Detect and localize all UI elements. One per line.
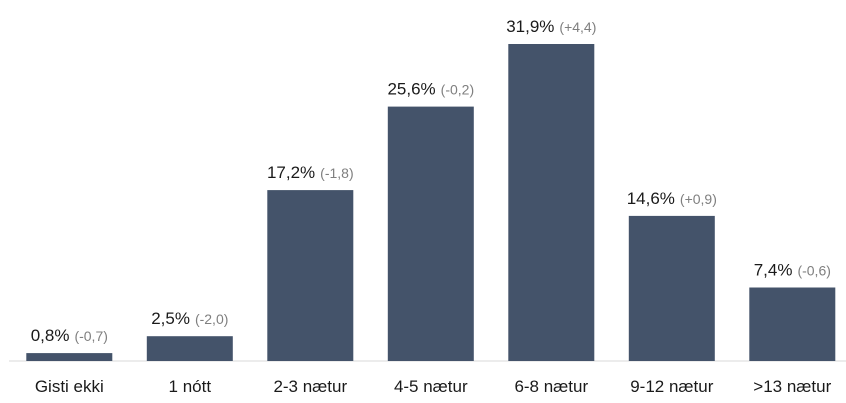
value-1: 2,5%: [151, 309, 190, 328]
value-4: 31,9%: [506, 17, 554, 36]
tick-labels-group: Gisti ekki 1 nótt 2-3 nætur 4-5 nætur 6-8 næ…: [35, 377, 832, 396]
change-6: (-0,6): [797, 263, 830, 279]
category-label-4: 6-8 nætur: [514, 377, 588, 396]
value-0: 0,8%: [31, 326, 70, 345]
category-label-6: >13 nætur: [753, 377, 831, 396]
category-label-0: Gisti ekki: [35, 377, 104, 396]
bar-3: [387, 106, 474, 361]
category-label-3: 4-5 nætur: [394, 377, 468, 396]
data-label-1: 2,5% (-2,0): [151, 309, 228, 328]
change-4: (+4,4): [559, 19, 596, 35]
category-label-1: 1 nótt: [169, 377, 212, 396]
value-6: 7,4%: [754, 261, 793, 280]
bar-4: [508, 44, 595, 361]
value-2: 17,2%: [267, 163, 315, 182]
data-label-5: 14,6% (+0,9): [627, 189, 717, 208]
bar-5: [628, 215, 715, 361]
bar-0: [26, 353, 113, 361]
bar-2: [267, 190, 354, 361]
change-1: (-2,0): [195, 311, 228, 327]
data-label-2: 17,2% (-1,8): [267, 163, 354, 182]
change-3: (-0,2): [441, 82, 474, 98]
data-label-3: 25,6% (-0,2): [387, 80, 474, 99]
category-label-5: 9-12 nætur: [630, 377, 713, 396]
bars-group: [26, 44, 836, 361]
value-5: 14,6%: [627, 189, 675, 208]
bar-6: [749, 287, 836, 361]
category-label-2: 2-3 nætur: [273, 377, 347, 396]
bar-1: [146, 336, 233, 361]
data-label-0: 0,8% (-0,7): [31, 326, 108, 345]
data-label-4: 31,9% (+4,4): [506, 17, 596, 36]
change-5: (+0,9): [680, 191, 717, 207]
change-2: (-1,8): [320, 165, 353, 181]
data-label-6: 7,4% (-0,6): [754, 261, 831, 280]
change-0: (-0,7): [74, 328, 107, 344]
value-3: 25,6%: [387, 80, 435, 99]
value-labels-group: 0,8% (-0,7) 2,5% (-2,0) 17,2% (-1,8) 25,6% (-0,…: [31, 17, 831, 345]
